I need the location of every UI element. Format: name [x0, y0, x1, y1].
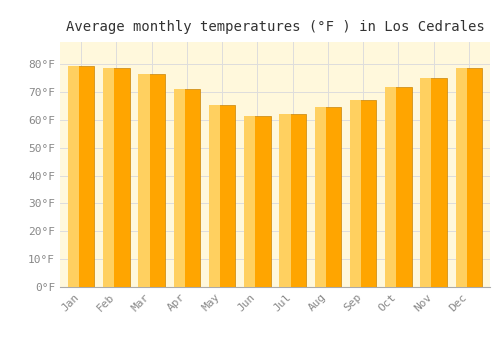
Bar [350, 100, 376, 287]
Title: Average monthly temperatures (°F ) in Los Cedrales: Average monthly temperatures (°F ) in Lo… [66, 20, 484, 34]
Bar [244, 116, 256, 287]
Bar [138, 74, 165, 287]
Bar [456, 69, 482, 287]
Bar [68, 66, 94, 287]
Bar [138, 74, 149, 287]
Bar [174, 89, 185, 287]
Bar [280, 114, 306, 287]
Bar [103, 69, 115, 287]
Bar [314, 107, 326, 287]
Bar [420, 78, 447, 287]
Bar [314, 107, 341, 287]
Bar [68, 66, 79, 287]
Bar [280, 114, 290, 287]
Bar [420, 78, 432, 287]
Bar [209, 105, 220, 287]
Bar [244, 116, 270, 287]
Bar [103, 69, 130, 287]
Bar [209, 105, 236, 287]
Bar [385, 86, 396, 287]
Bar [385, 86, 411, 287]
Bar [350, 100, 361, 287]
Bar [174, 89, 200, 287]
Bar [456, 69, 466, 287]
